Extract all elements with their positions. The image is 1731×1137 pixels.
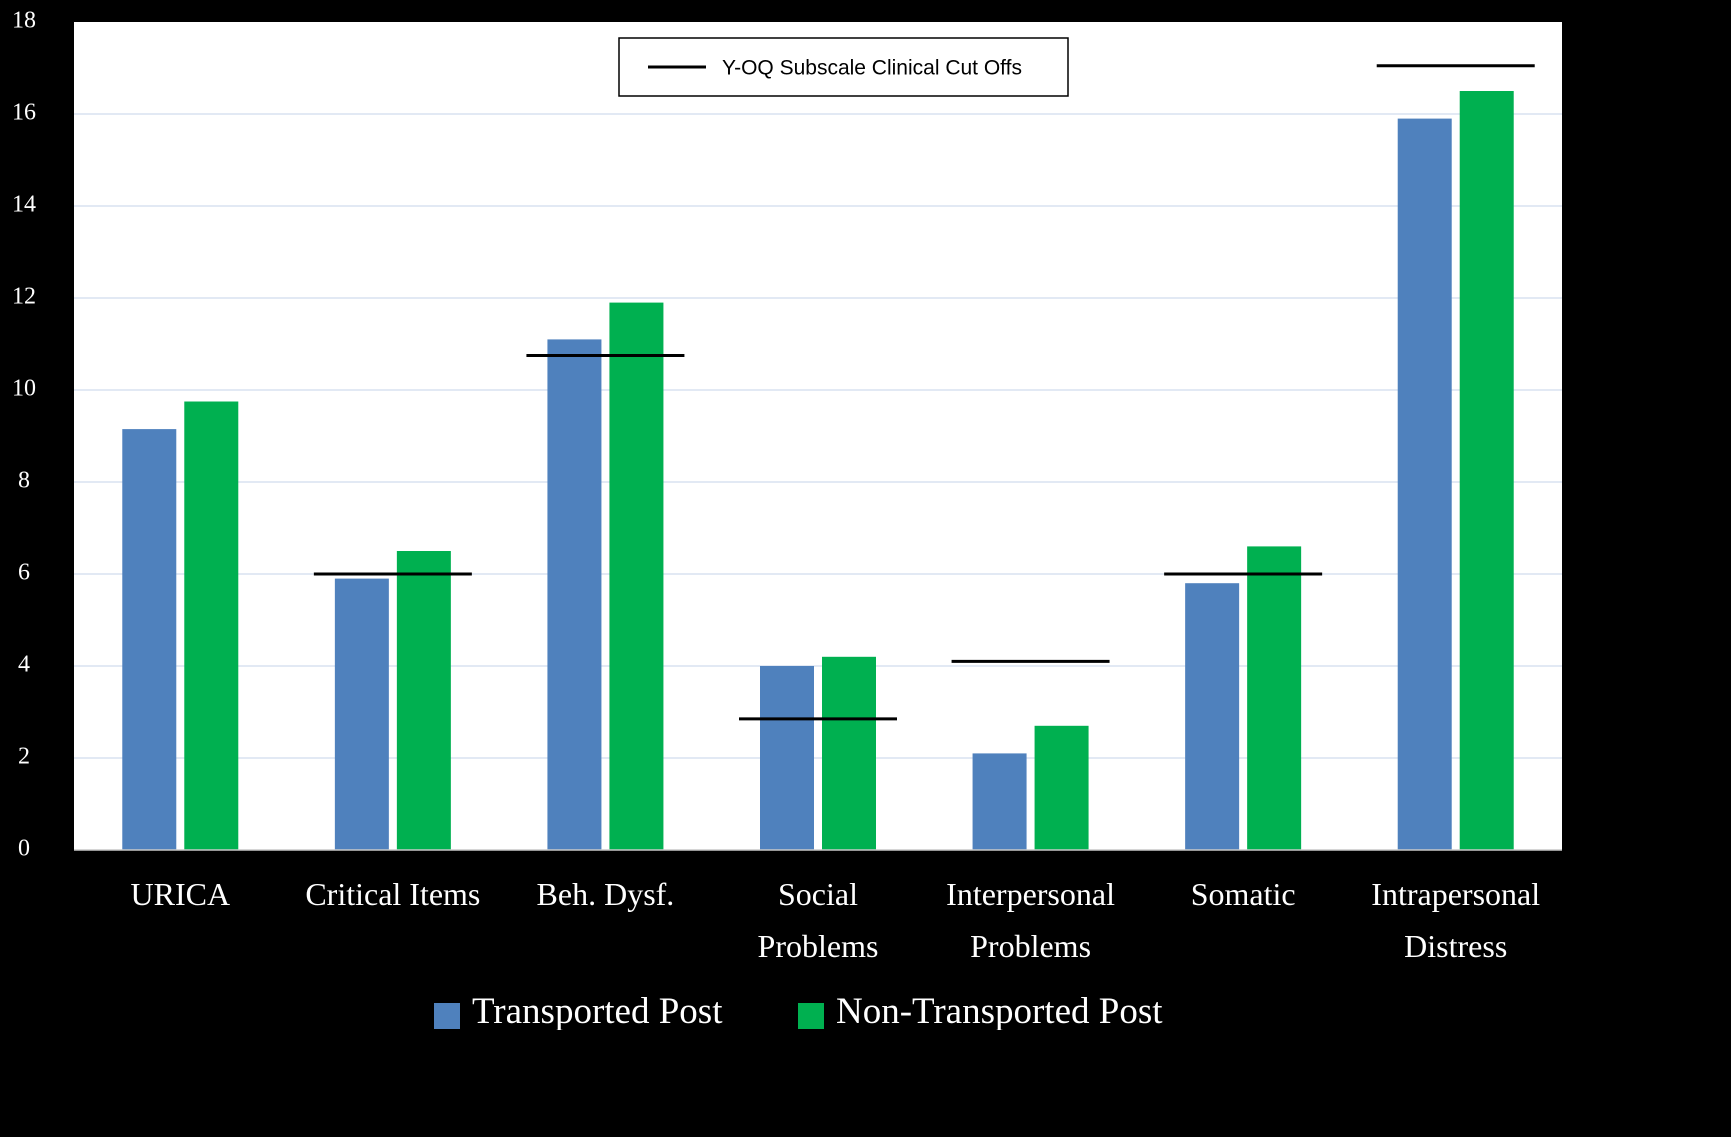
y-tick-label: 4: [18, 652, 30, 678]
bar-non-transported: [1459, 91, 1514, 850]
y-tick-label: 14: [12, 192, 36, 218]
x-tick-label: Interpersonal Problems: [946, 876, 1115, 964]
bar-non-transported: [1034, 725, 1089, 850]
bar-transported: [972, 753, 1027, 850]
y-tick-label: 8: [18, 468, 30, 494]
y-tick-label: 16: [12, 100, 36, 126]
bar-transported: [1185, 583, 1240, 850]
legend-label-non-transported: Non-Transported Post: [836, 991, 1163, 1030]
bars: [122, 91, 1514, 851]
x-tick-label: Somatic: [1191, 876, 1296, 912]
plot-area: [74, 22, 1562, 850]
bar-transported: [547, 339, 602, 850]
x-tick-label: Social Problems: [758, 876, 879, 964]
bar-non-transported: [184, 401, 239, 850]
bar-non-transported: [1247, 546, 1302, 850]
cutoff-lines: [313, 64, 1535, 721]
bar-transported: [334, 578, 389, 850]
y-tick-label: 12: [12, 284, 36, 310]
x-tick-label: URICA: [131, 876, 231, 912]
bar-non-transported: [396, 551, 451, 850]
y-tick-label: 18: [12, 8, 36, 34]
y-tick-label: 6: [18, 560, 30, 586]
bar-transported: [122, 429, 177, 850]
bar-transported: [760, 666, 814, 850]
legend-swatch-non-transported: [798, 1003, 824, 1029]
y-tick-label: 10: [12, 376, 36, 402]
legend-label-transported: Transported Post: [472, 991, 723, 1030]
x-tick-label: Intrapersonal Distress: [1371, 876, 1540, 964]
y-tick-label: 2: [18, 744, 30, 770]
chart: 0 2 4 6 8 10 12 14 16 18 URICA Critical Items Beh. …: [12, 7, 1562, 1030]
bar-transported: [1397, 118, 1452, 851]
x-axis: URICA Critical Items Beh. Dysf. Social Probl…: [131, 876, 1541, 964]
bar-non-transported: [609, 302, 664, 851]
cutoff-legend-label: Y-OQ Subscale Clinical Cut Offs: [722, 57, 1022, 80]
cutoff-legend: Y-OQ Subscale Clinical Cut Offs: [618, 37, 1069, 97]
y-tick-label: 0: [18, 836, 30, 862]
y-axis: 0 2 4 6 8 10 12 14 16 18: [12, 8, 36, 862]
bar-non-transported: [822, 656, 876, 850]
x-tick-label: Beh. Dysf.: [537, 876, 675, 912]
series-legend: Transported Post Non-Transported Post: [434, 991, 1163, 1030]
x-tick-label: Critical Items: [305, 876, 480, 912]
legend-swatch-transported: [434, 1003, 460, 1029]
